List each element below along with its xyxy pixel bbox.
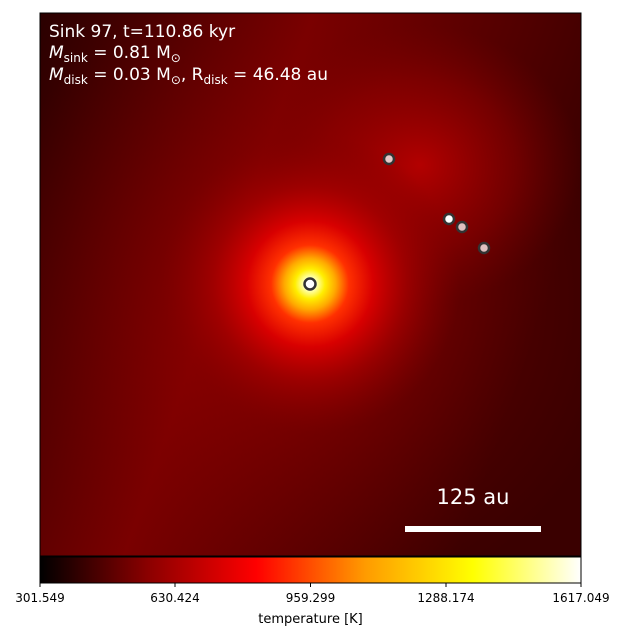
sink-mass-label: Msink = 0.81 M⊙ <box>49 43 181 65</box>
colorbar-tick-label: 301.549 <box>15 591 65 605</box>
colorbar-ticks <box>39 583 582 587</box>
annotation: Sink 97, t=110.86 kyr Msink = 0.81 M⊙ Md… <box>49 22 328 87</box>
main-sink-marker <box>303 277 317 291</box>
companion-sink-marker <box>382 152 396 166</box>
colorbar-label: temperature [K] <box>258 612 363 627</box>
companion-sink-marker <box>477 241 491 255</box>
scale-bar: 125 au <box>405 485 541 532</box>
scale-bar-line <box>405 526 541 532</box>
colorbar-gradient <box>39 556 582 584</box>
sink-markers <box>303 152 491 291</box>
map-frame <box>39 12 582 557</box>
sink-time-label: Sink 97, t=110.86 kyr <box>49 22 235 42</box>
colorbar-tick-label: 1617.049 <box>552 591 609 605</box>
companion-sink-marker <box>455 220 469 234</box>
scale-bar-label: 125 au <box>437 485 510 509</box>
colorbar-tick-label: 959.299 <box>286 591 336 605</box>
colorbar-tick-label: 1288.174 <box>417 591 474 605</box>
colorbar-tick-label: 630.424 <box>150 591 200 605</box>
colorbar: 301.549 630.424 959.299 1288.174 1617.04… <box>15 556 610 627</box>
companion-sink-marker <box>442 212 456 226</box>
disk-properties-label: Mdisk = 0.03 M⊙, Rdisk = 46.48 au <box>49 65 328 87</box>
